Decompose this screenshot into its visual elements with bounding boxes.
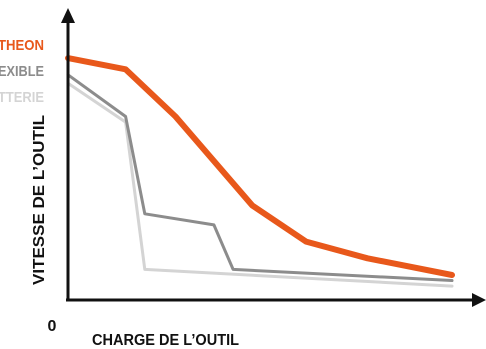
legend: THEON EXIBLE TTERIE	[0, 37, 44, 106]
y-axis-arrow	[61, 8, 75, 23]
series-lines	[65, 55, 455, 288]
origin-label: 0	[48, 318, 57, 335]
axes	[61, 8, 486, 307]
series-line-1	[65, 55, 455, 278]
x-axis-label: CHARGE DE L’OUTIL	[92, 332, 239, 349]
legend-entry-3: TTERIE	[0, 89, 44, 106]
legend-entry-1: THEON	[0, 37, 44, 54]
x-axis-arrow	[472, 293, 486, 307]
legend-entry-2: EXIBLE	[0, 63, 44, 80]
series-line-3	[66, 81, 454, 288]
y-axis-label: VITESSE DE L’OUTIL	[31, 115, 48, 285]
series-line-2	[66, 73, 454, 282]
